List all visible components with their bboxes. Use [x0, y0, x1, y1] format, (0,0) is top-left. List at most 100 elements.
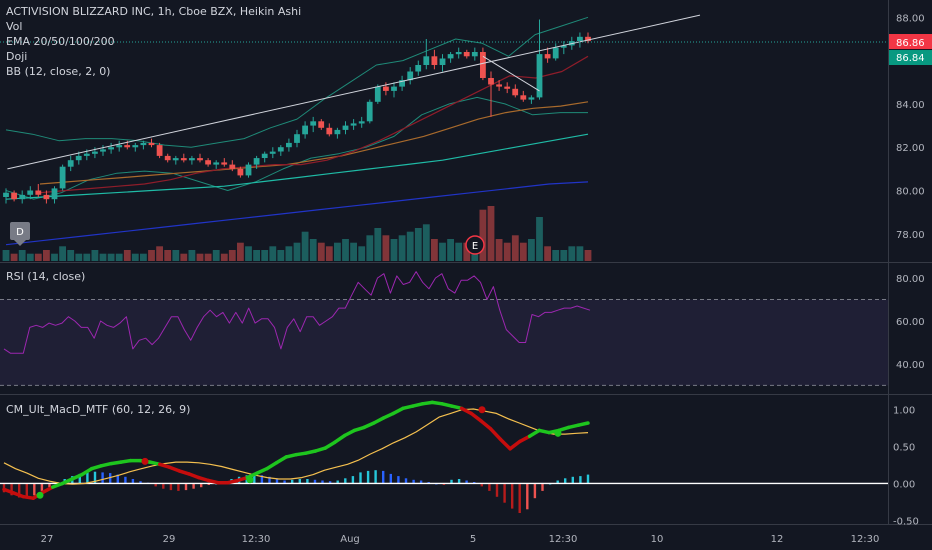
- candle-body: [221, 162, 228, 165]
- candle-body: [43, 194, 50, 200]
- candle-body: [108, 147, 114, 150]
- macd-line-segment: [498, 437, 512, 451]
- macd-histogram-bar: [359, 472, 362, 484]
- candle-body: [374, 86, 381, 102]
- candle-body: [253, 158, 260, 165]
- macd-histogram-bar: [450, 479, 453, 484]
- bb-upper-line: [5, 16, 589, 148]
- volume-bar: [519, 242, 527, 261]
- price-tick-label: 82.00: [896, 143, 925, 154]
- legend-bb[interactable]: BB (12, close, 2, 0): [6, 65, 111, 78]
- earnings-badge-label[interactable]: E: [472, 241, 478, 252]
- candle-body: [156, 145, 163, 156]
- volume-bar: [544, 246, 551, 261]
- macd-line-segment: [372, 416, 386, 425]
- macd-histogram-bar: [169, 483, 173, 491]
- macd-tick-label: 0.50: [893, 443, 915, 454]
- candle-body: [585, 36, 591, 42]
- macd-line-segment: [323, 440, 337, 450]
- macd-histogram-bar: [480, 483, 483, 487]
- legend-doji[interactable]: Doji: [6, 50, 28, 63]
- candle-body: [536, 54, 543, 98]
- candle-body: [229, 164, 236, 169]
- volume-bar: [75, 253, 83, 261]
- candle-body: [245, 164, 252, 176]
- macd-line-segment: [70, 472, 84, 481]
- candle-body: [286, 142, 292, 148]
- trendline-secondary: [482, 55, 540, 92]
- macd-histogram-bar: [48, 483, 51, 488]
- macd-signal-line: [3, 408, 589, 485]
- dividend-badge-label[interactable]: D: [16, 227, 24, 238]
- macd-histogram-bar: [556, 480, 559, 484]
- volume-bar: [245, 246, 252, 261]
- candle-body: [294, 134, 300, 143]
- candle-body: [35, 190, 42, 195]
- candle-body: [59, 166, 66, 189]
- volume-bar: [67, 250, 75, 261]
- macd-histogram-bar: [533, 483, 537, 499]
- macd-histogram-bar: [253, 474, 256, 484]
- candle-body: [92, 151, 98, 154]
- ema-20-line: [39, 55, 589, 194]
- price-tick-label: 84.00: [896, 100, 925, 111]
- volume-bar: [447, 239, 454, 261]
- volume-bar: [301, 231, 309, 261]
- volume-bar: [180, 253, 188, 261]
- candle-body: [334, 129, 341, 135]
- macd-histogram-bar: [124, 476, 127, 484]
- time-tick-label: 12:30: [549, 534, 578, 545]
- volume-bar: [334, 242, 341, 261]
- volume-bar: [91, 250, 99, 261]
- macd-histogram-bar: [109, 473, 112, 484]
- macd-line-segment: [576, 421, 590, 427]
- candle-body: [180, 158, 187, 161]
- rsi-title[interactable]: RSI (14, close): [6, 270, 86, 283]
- macd-histogram-bar: [25, 483, 28, 499]
- volume-bar: [390, 239, 398, 261]
- time-tick-label: 12: [771, 534, 784, 545]
- macd-histogram-bar: [503, 483, 506, 503]
- volume-bar: [204, 253, 212, 261]
- time-tick-label: 10: [651, 534, 664, 545]
- macd-line-segment: [255, 466, 269, 475]
- macd-legend: CM_Ult_MacD_MTF (60, 12, 26, 9): [6, 402, 190, 417]
- macd-histogram-bar: [275, 479, 279, 484]
- candle-body: [11, 192, 17, 200]
- candle-body: [140, 142, 147, 146]
- legend-ema[interactable]: EMA 20/50/100/200: [6, 35, 115, 48]
- volume-bar: [156, 246, 163, 261]
- volume-bar: [584, 250, 592, 261]
- candle-body: [269, 151, 276, 154]
- volume-bar: [2, 250, 10, 261]
- ema-50-line: [39, 101, 589, 185]
- candle-body: [67, 160, 74, 167]
- macd-histogram-bar: [351, 476, 355, 484]
- volume-bar: [285, 246, 293, 261]
- volume-bar: [439, 242, 446, 261]
- macd-histogram-bar: [260, 475, 264, 484]
- macd-histogram-bar: [200, 483, 203, 488]
- candle-body: [237, 168, 244, 176]
- macd-title[interactable]: CM_Ult_MacD_MTF (60, 12, 26, 9): [6, 403, 191, 416]
- legend-vol[interactable]: Vol: [6, 20, 23, 33]
- volume-bar: [325, 246, 333, 261]
- candle-body: [471, 52, 478, 57]
- macd-cross-dot: [141, 457, 149, 465]
- macd-histogram-bar: [495, 483, 499, 497]
- candle-body: [277, 147, 284, 152]
- candle-body: [552, 47, 559, 59]
- candle-body: [172, 158, 179, 161]
- time-tick-label: 29: [163, 534, 176, 545]
- volume-bar: [374, 228, 382, 261]
- macd-histogram-bar: [344, 478, 347, 484]
- macd-cross-dot: [36, 491, 44, 499]
- volume-bar: [164, 250, 172, 261]
- macd-histogram-bar: [382, 470, 385, 484]
- volume-bar: [10, 253, 18, 261]
- macd-line-segment: [274, 455, 289, 465]
- volume-bar: [277, 250, 285, 261]
- macd-cross-dot: [246, 476, 254, 484]
- candle-body: [19, 194, 26, 200]
- macd-histogram-bar: [40, 483, 44, 491]
